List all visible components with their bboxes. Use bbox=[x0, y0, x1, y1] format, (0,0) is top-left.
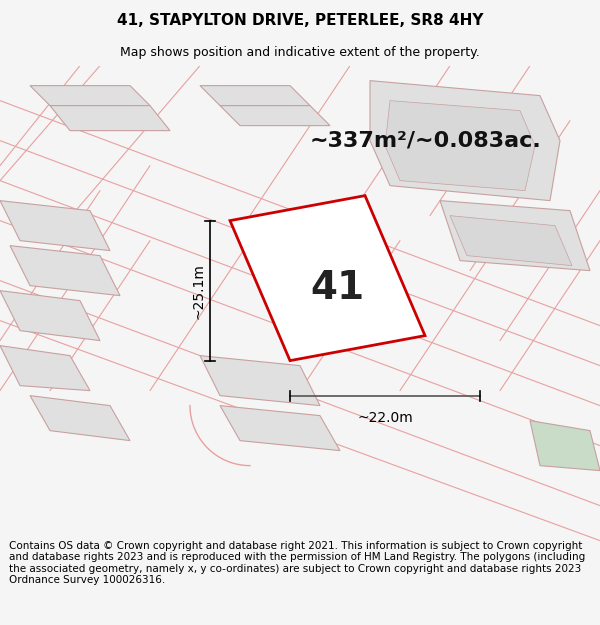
Text: ~22.0m: ~22.0m bbox=[357, 411, 413, 424]
Polygon shape bbox=[200, 86, 310, 106]
Polygon shape bbox=[10, 246, 120, 296]
Polygon shape bbox=[30, 86, 150, 106]
Polygon shape bbox=[255, 211, 410, 346]
Text: ~25.1m: ~25.1m bbox=[191, 262, 205, 319]
Polygon shape bbox=[220, 106, 330, 126]
Text: 41: 41 bbox=[310, 269, 365, 307]
Polygon shape bbox=[50, 106, 170, 131]
Polygon shape bbox=[530, 421, 600, 471]
Polygon shape bbox=[450, 216, 572, 266]
Polygon shape bbox=[440, 201, 590, 271]
Polygon shape bbox=[230, 196, 425, 361]
Polygon shape bbox=[0, 201, 110, 251]
Polygon shape bbox=[370, 81, 560, 201]
Text: Contains OS data © Crown copyright and database right 2021. This information is : Contains OS data © Crown copyright and d… bbox=[9, 541, 585, 586]
Polygon shape bbox=[385, 101, 535, 191]
Text: 41, STAPYLTON DRIVE, PETERLEE, SR8 4HY: 41, STAPYLTON DRIVE, PETERLEE, SR8 4HY bbox=[117, 13, 483, 28]
Polygon shape bbox=[30, 396, 130, 441]
Polygon shape bbox=[0, 346, 90, 391]
Polygon shape bbox=[200, 356, 320, 406]
Text: ~337m²/~0.083ac.: ~337m²/~0.083ac. bbox=[310, 131, 542, 151]
Polygon shape bbox=[0, 291, 100, 341]
Polygon shape bbox=[220, 406, 340, 451]
Text: Map shows position and indicative extent of the property.: Map shows position and indicative extent… bbox=[120, 46, 480, 59]
